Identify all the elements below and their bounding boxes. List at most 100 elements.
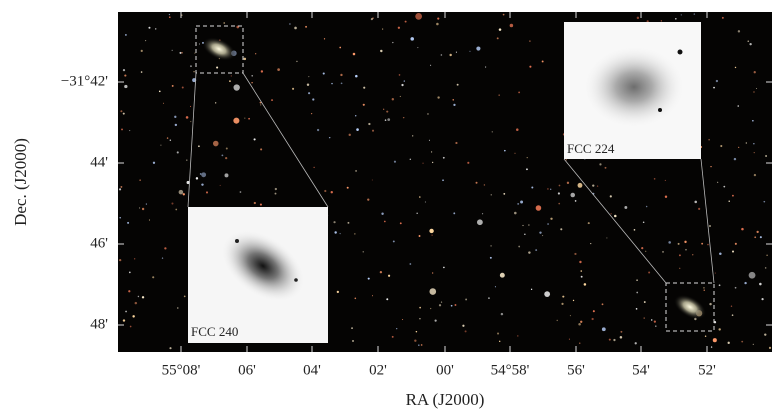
star — [636, 279, 638, 281]
star — [518, 91, 521, 94]
star — [662, 250, 664, 253]
star — [465, 298, 468, 301]
star — [124, 74, 127, 77]
star — [351, 327, 353, 330]
star — [181, 51, 183, 54]
star — [714, 272, 716, 274]
star — [119, 217, 121, 219]
star — [643, 301, 646, 303]
star — [132, 315, 135, 318]
star — [592, 184, 595, 187]
star — [251, 74, 254, 77]
star — [590, 242, 592, 245]
star — [381, 212, 384, 215]
star — [190, 121, 192, 123]
star — [442, 156, 445, 159]
star — [664, 179, 666, 181]
star — [429, 288, 437, 295]
inset: FCC 224 — [564, 22, 701, 159]
star — [677, 49, 683, 55]
star — [141, 207, 145, 211]
connector — [563, 158, 667, 284]
star — [129, 130, 131, 132]
star — [399, 95, 401, 97]
star — [636, 16, 640, 20]
star — [391, 98, 395, 101]
star — [613, 338, 616, 342]
star — [415, 12, 423, 20]
star — [498, 340, 501, 343]
star — [414, 339, 417, 342]
star — [260, 148, 263, 151]
star — [127, 221, 130, 224]
star — [568, 338, 570, 340]
inset: FCC 240 — [188, 207, 328, 343]
star — [579, 342, 581, 344]
star — [476, 219, 483, 226]
star — [438, 304, 442, 307]
star — [354, 297, 357, 300]
star — [122, 69, 126, 72]
connector — [700, 158, 715, 284]
star — [260, 104, 262, 106]
star — [428, 139, 430, 141]
star — [737, 105, 739, 107]
star — [464, 330, 467, 333]
star — [251, 82, 253, 84]
star — [608, 338, 611, 341]
star — [531, 186, 534, 189]
star — [449, 53, 452, 57]
star — [517, 335, 519, 337]
star — [148, 219, 151, 221]
star — [620, 330, 623, 333]
star — [355, 74, 358, 78]
star — [741, 340, 744, 343]
star — [118, 188, 122, 191]
star — [496, 37, 499, 40]
star — [708, 138, 710, 141]
star — [577, 182, 583, 188]
star — [556, 319, 558, 322]
star — [535, 205, 542, 211]
star — [660, 20, 662, 22]
star — [550, 217, 553, 220]
star — [731, 314, 734, 316]
star — [721, 16, 724, 19]
star — [176, 151, 179, 154]
x-tick-label: 56' — [567, 362, 585, 378]
star — [312, 98, 315, 101]
star — [340, 82, 343, 85]
star — [569, 315, 571, 317]
star — [635, 308, 638, 310]
star — [219, 184, 221, 186]
star — [755, 87, 757, 89]
star — [362, 251, 364, 253]
star — [141, 296, 145, 299]
star — [679, 254, 681, 257]
star — [183, 295, 186, 298]
star — [370, 18, 373, 21]
star — [580, 275, 583, 278]
star — [522, 224, 524, 227]
star — [520, 200, 524, 204]
star — [528, 224, 530, 226]
star — [371, 295, 374, 297]
star — [694, 200, 698, 204]
star — [504, 149, 506, 152]
star — [128, 290, 131, 293]
star — [715, 79, 719, 83]
star — [140, 71, 143, 73]
star — [356, 128, 359, 131]
star — [587, 222, 590, 225]
star — [174, 123, 178, 127]
star — [430, 64, 432, 66]
star — [734, 286, 737, 289]
star — [168, 13, 171, 16]
star — [453, 212, 456, 215]
star — [756, 230, 759, 234]
star — [148, 26, 151, 29]
star — [763, 200, 766, 203]
star — [248, 117, 250, 120]
star — [719, 252, 722, 255]
star — [453, 103, 456, 107]
